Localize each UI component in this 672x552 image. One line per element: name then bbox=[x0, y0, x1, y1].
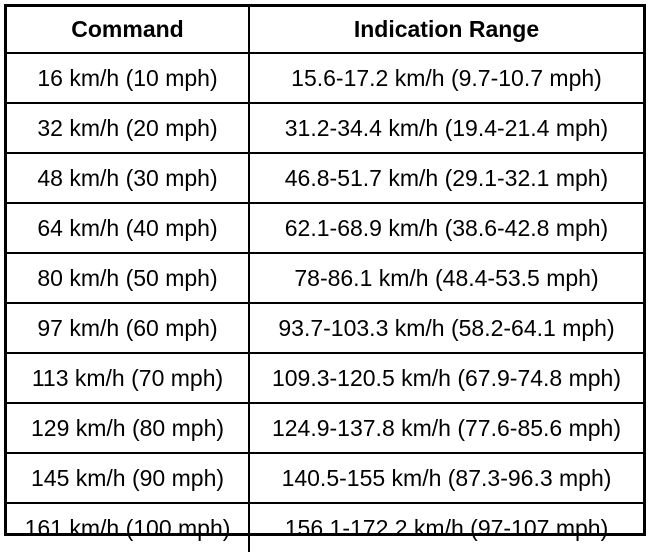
table-row: 32 km/h (20 mph) 31.2-34.4 km/h (19.4-21… bbox=[7, 102, 643, 154]
indication-range-cell: 109.3-120.5 km/h (67.9-74.8 mph) bbox=[248, 352, 643, 404]
command-cell: 113 km/h (70 mph) bbox=[7, 352, 250, 404]
header-command: Command bbox=[7, 7, 250, 54]
command-cell: 64 km/h (40 mph) bbox=[7, 202, 250, 254]
indication-range-cell: 78-86.1 km/h (48.4-53.5 mph) bbox=[248, 252, 643, 304]
command-cell: 97 km/h (60 mph) bbox=[7, 302, 250, 354]
table-row: 64 km/h (40 mph) 62.1-68.9 km/h (38.6-42… bbox=[7, 202, 643, 254]
table-row: 80 km/h (50 mph) 78-86.1 km/h (48.4-53.5… bbox=[7, 252, 643, 304]
indication-range-cell: 124.9-137.8 km/h (77.6-85.6 mph) bbox=[248, 402, 643, 454]
indication-range-cell: 93.7-103.3 km/h (58.2-64.1 mph) bbox=[248, 302, 643, 354]
indication-range-cell: 156.1-172.2 km/h (97-107 mph) bbox=[248, 502, 643, 552]
command-cell: 80 km/h (50 mph) bbox=[7, 252, 250, 304]
table-row: 16 km/h (10 mph) 15.6-17.2 km/h (9.7-10.… bbox=[7, 52, 643, 104]
command-cell: 48 km/h (30 mph) bbox=[7, 152, 250, 204]
command-cell: 161 km/h (100 mph) bbox=[7, 502, 250, 552]
table-row: 129 km/h (80 mph) 124.9-137.8 km/h (77.6… bbox=[7, 402, 643, 454]
indication-range-cell: 46.8-51.7 km/h (29.1-32.1 mph) bbox=[248, 152, 643, 204]
indication-range-cell: 140.5-155 km/h (87.3-96.3 mph) bbox=[248, 452, 643, 504]
table-row: 113 km/h (70 mph) 109.3-120.5 km/h (67.9… bbox=[7, 352, 643, 404]
command-cell: 145 km/h (90 mph) bbox=[7, 452, 250, 504]
header-indication-range: Indication Range bbox=[248, 7, 643, 54]
indication-range-cell: 62.1-68.9 km/h (38.6-42.8 mph) bbox=[248, 202, 643, 254]
table-row: 48 km/h (30 mph) 46.8-51.7 km/h (29.1-32… bbox=[7, 152, 643, 204]
table-row: 161 km/h (100 mph) 156.1-172.2 km/h (97-… bbox=[7, 502, 643, 552]
table-row: 97 km/h (60 mph) 93.7-103.3 km/h (58.2-6… bbox=[7, 302, 643, 354]
indication-range-cell: 15.6-17.2 km/h (9.7-10.7 mph) bbox=[248, 52, 643, 104]
header-row: Command Indication Range bbox=[7, 7, 643, 54]
command-indication-table: Command Indication Range 16 km/h (10 mph… bbox=[7, 7, 643, 552]
command-cell: 16 km/h (10 mph) bbox=[7, 52, 250, 104]
indication-range-cell: 31.2-34.4 km/h (19.4-21.4 mph) bbox=[248, 102, 643, 154]
table-row: 145 km/h (90 mph) 140.5-155 km/h (87.3-9… bbox=[7, 452, 643, 504]
speedometer-table: Command Indication Range 16 km/h (10 mph… bbox=[4, 4, 646, 552]
command-cell: 32 km/h (20 mph) bbox=[7, 102, 250, 154]
command-cell: 129 km/h (80 mph) bbox=[7, 402, 250, 454]
